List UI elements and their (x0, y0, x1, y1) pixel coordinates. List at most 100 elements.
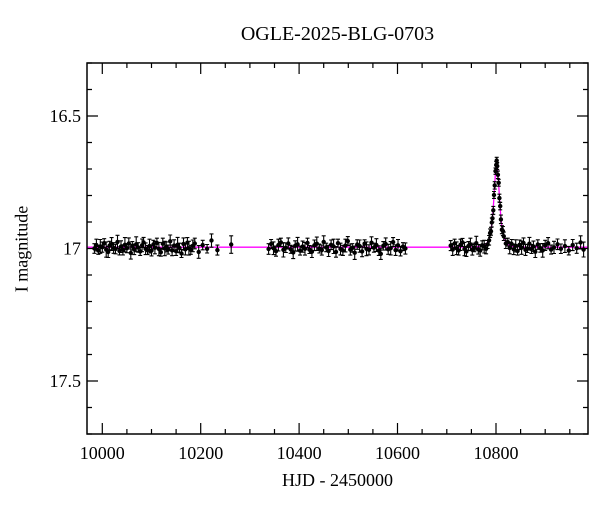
data-point (494, 158, 499, 163)
y-axis-label: I magnitude (11, 205, 32, 293)
data-point (498, 217, 504, 222)
data-point (483, 246, 489, 251)
x-tick-label: 10400 (277, 443, 322, 463)
data-point (302, 246, 308, 251)
chart-title: OGLE-2025-BLG-0703 (240, 23, 435, 45)
data-point (578, 240, 583, 245)
data-point (574, 246, 579, 251)
data-point (271, 246, 276, 251)
data-point (173, 249, 179, 254)
data-point (229, 242, 234, 247)
data-point (266, 246, 271, 252)
data-point (566, 248, 571, 253)
data-point (464, 249, 469, 254)
data-point (545, 241, 551, 246)
data-point (160, 241, 165, 246)
data-point (359, 249, 365, 254)
x-axis-label: HJD - 2450000 (282, 470, 393, 490)
x-tick-label: 10600 (375, 443, 420, 463)
data-point (168, 239, 173, 244)
data-point (278, 240, 284, 245)
data-point (324, 245, 329, 250)
data-point (378, 251, 383, 256)
y-tick-label: 17.5 (50, 371, 82, 391)
data-point (350, 245, 355, 251)
data-point (183, 247, 188, 252)
data-point (493, 168, 498, 174)
data-point (452, 241, 457, 246)
y-tick-label: 16.5 (50, 106, 82, 126)
data-point (147, 243, 152, 249)
data-point (273, 249, 279, 254)
data-point (117, 248, 122, 254)
data-point (398, 249, 403, 254)
data-point (472, 245, 477, 250)
x-tick-label: 10800 (474, 443, 519, 463)
data-point (468, 242, 473, 247)
data-point (106, 249, 111, 255)
data-point (513, 243, 518, 248)
data-point (109, 241, 114, 247)
data-point (369, 240, 374, 245)
data-point (474, 241, 479, 246)
data-point (403, 246, 408, 251)
data-point (118, 244, 124, 249)
data-point (297, 248, 303, 253)
data-point (138, 249, 143, 254)
data-point (562, 243, 568, 249)
y-tick-label: 17 (63, 239, 81, 259)
data-point (366, 247, 372, 252)
data-point (288, 247, 293, 252)
data-point (486, 238, 492, 243)
data-point (100, 245, 105, 250)
data-point (343, 243, 348, 248)
data-point (175, 242, 180, 247)
data-point (136, 245, 141, 250)
data-point (551, 245, 557, 250)
data-point (558, 246, 564, 251)
data-point (319, 247, 324, 253)
data-point (200, 242, 205, 248)
data-point (393, 247, 398, 253)
data-point (305, 240, 310, 246)
data-point (345, 238, 350, 244)
data-point (126, 241, 131, 246)
data-point (333, 249, 339, 255)
data-point (490, 216, 495, 221)
data-point (115, 239, 120, 245)
data-point (357, 243, 362, 249)
data-point (485, 242, 490, 247)
data-point (507, 245, 512, 251)
data-point (171, 243, 177, 248)
data-point (152, 245, 158, 250)
data-point (331, 244, 336, 249)
data-point (130, 243, 135, 248)
data-point (94, 242, 99, 248)
data-point (132, 247, 137, 252)
data-point (166, 247, 171, 252)
x-tick-label: 10200 (178, 443, 223, 463)
data-point (376, 248, 381, 253)
data-point (268, 241, 274, 247)
data-point (489, 220, 494, 225)
data-point (500, 228, 506, 234)
data-point (120, 247, 126, 252)
data-point (169, 248, 175, 253)
data-point (498, 203, 503, 209)
data-point (555, 242, 560, 247)
data-point (383, 241, 388, 247)
data-point (188, 247, 193, 252)
data-point (374, 242, 379, 248)
data-point (185, 240, 190, 245)
data-point (527, 241, 532, 246)
data-point (352, 250, 357, 255)
data-point (295, 242, 300, 247)
data-point (291, 250, 296, 255)
data-point (309, 249, 315, 254)
data-point (495, 172, 501, 177)
data-point (96, 248, 101, 253)
data-point (531, 244, 536, 249)
data-point (519, 245, 524, 250)
